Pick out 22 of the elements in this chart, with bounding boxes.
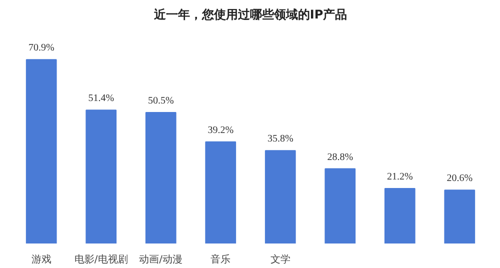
data-label: 28.8% bbox=[327, 152, 354, 163]
data-label: 51.4% bbox=[88, 93, 114, 104]
data-label: 50.5% bbox=[148, 96, 174, 107]
bar bbox=[444, 190, 476, 244]
x-tick-label: 游戏 bbox=[31, 254, 52, 266]
x-tick-label: 电影/电视剧 bbox=[74, 254, 128, 266]
x-tick-label: 动画/动漫 bbox=[139, 254, 183, 266]
data-label: 35.8% bbox=[267, 134, 294, 145]
data-label: 39.2% bbox=[208, 124, 234, 136]
chart-title: 近一年，您使用过哪些领域的IP产品 bbox=[152, 8, 348, 22]
bar bbox=[86, 110, 117, 244]
bar bbox=[324, 168, 356, 244]
bar bbox=[205, 141, 236, 244]
bar bbox=[264, 150, 296, 244]
data-label: 20.6% bbox=[446, 173, 473, 184]
x-tick-label: 音乐 bbox=[210, 254, 231, 266]
x-tick-label: 文学 bbox=[270, 254, 290, 266]
bar bbox=[145, 112, 176, 244]
data-label: 21.2% bbox=[386, 172, 413, 183]
data-label: 70.9% bbox=[28, 42, 54, 54]
bar bbox=[384, 188, 416, 244]
bar bbox=[26, 59, 57, 244]
